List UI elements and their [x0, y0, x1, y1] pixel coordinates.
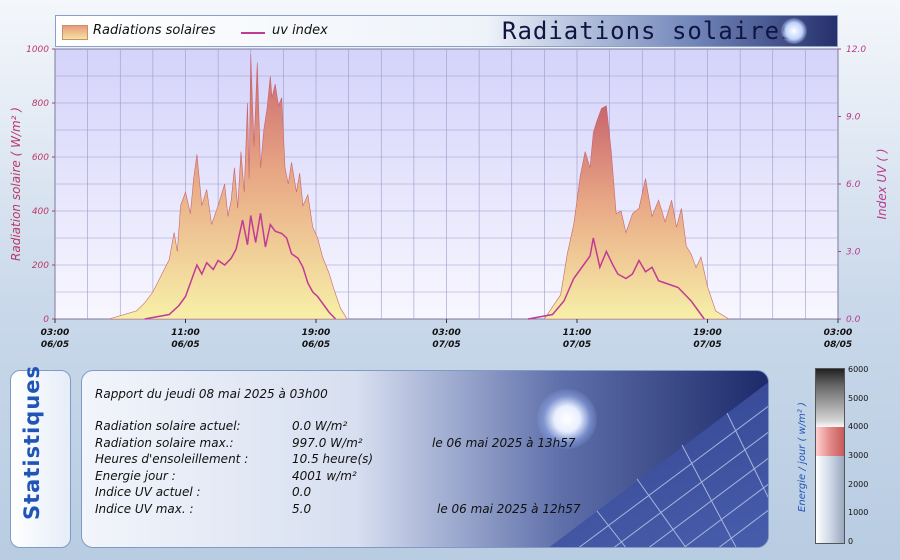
chart-title: Radiations solaires: [502, 17, 796, 45]
radiation-chart: 0 200 400 600 800 1000 0.0 3.0 6.0 9.0 12.0 03:00 06…: [9, 45, 889, 350]
stat-label: Energie jour :: [95, 468, 176, 483]
gauge-tick-label: 6000: [848, 365, 869, 374]
left-tick-label: 800: [32, 99, 49, 109]
x-tick-time: 19:00: [302, 328, 331, 338]
right-tick-label: 0.0: [846, 315, 861, 325]
stat-label: Heures d'ensoleillement :: [95, 452, 249, 466]
energy-gauge-fill: [815, 427, 845, 456]
left-tick-label: 200: [32, 261, 49, 271]
right-axis-label: Index UV ( ): [875, 148, 889, 219]
x-tick-date: 08/05: [824, 340, 852, 350]
x-tick-date: 06/05: [41, 340, 69, 350]
stat-label: Indice UV max. :: [95, 501, 194, 516]
gauge-tick-label: 2000: [848, 479, 869, 489]
stat-when: le 06 mai 2025 à 13h57: [432, 435, 576, 450]
stats-panel: Rapport du jeudi 08 mai 2025 à 03h00 Rad…: [81, 370, 769, 548]
x-tick-date: 06/05: [171, 340, 199, 350]
stat-value: 10.5 heure(s): [292, 452, 374, 466]
x-tick-date: 07/05: [432, 340, 460, 350]
x-tick-date: 06/05: [302, 340, 330, 350]
left-tick-label: 1000: [26, 45, 49, 55]
x-tick-time: 11:00: [563, 328, 592, 338]
x-tick-time: 03:00: [824, 328, 853, 338]
right-tick-label: 9.0: [846, 113, 861, 123]
gauge-tick-label: 1000: [848, 508, 869, 518]
x-tick-time: 03:00: [432, 328, 461, 338]
right-tick-label: 12.0: [846, 45, 866, 55]
stats-tab[interactable]: [10, 370, 71, 548]
stat-value: 4001 w/m²: [292, 468, 357, 483]
uv-legend-line: [241, 32, 265, 34]
right-tick-label: 6.0: [846, 180, 861, 190]
energy-gauge-lower: [815, 456, 845, 544]
x-tick-time: 19:00: [693, 328, 722, 338]
x-tick-time: 03:00: [41, 328, 70, 338]
chart-header: Radiations solaires uv index Radiations …: [55, 15, 838, 47]
left-tick-label: 600: [32, 153, 49, 163]
energy-gauge-label: Energie / jour ( w/m² ): [797, 402, 808, 512]
radiation-legend-label: Radiations solaires: [93, 23, 216, 38]
stats-tab-label: Statistiques: [20, 364, 44, 520]
uv-index-line-day-2: [527, 237, 705, 320]
left-tick-label: 400: [32, 207, 49, 217]
gauge-tick-label: 4000: [848, 422, 869, 432]
x-tick-date: 07/05: [563, 340, 591, 350]
sun-image: [781, 18, 807, 44]
stat-when: le 06 mai 2025 à 12h57: [437, 501, 581, 516]
stat-value: 997.0 W/m²: [292, 435, 363, 450]
right-tick-label: 3.0: [846, 248, 861, 258]
uv-legend-label: uv index: [272, 23, 328, 38]
gauge-tick-label: 0: [848, 537, 854, 546]
stat-label: Indice UV actuel :: [95, 485, 201, 499]
panel-sun-image: [537, 389, 597, 449]
x-tick-date: 07/05: [693, 340, 721, 350]
solar-panel-image: [549, 382, 768, 547]
gauge-tick-label: 3000: [848, 451, 869, 460]
radiation-area-day-1: [108, 54, 348, 320]
stat-label: Radiation solaire max.:: [95, 435, 234, 450]
stat-value: 0.0: [292, 485, 312, 499]
report-title: Rapport du jeudi 08 mai 2025 à 03h00: [95, 387, 328, 401]
left-axis-label: Radiation solaire ( W/m² ): [9, 107, 23, 261]
radiation-legend-swatch: [62, 25, 88, 40]
stat-label: Radiation solaire actuel:: [95, 419, 241, 433]
stat-value: 0.0 W/m²: [292, 419, 348, 433]
stat-value: 5.0: [292, 501, 312, 516]
left-tick-label: 0: [43, 315, 49, 325]
radiation-area-day-2: [543, 105, 730, 320]
uv-index-line-day-1: [144, 213, 337, 320]
x-tick-time: 11:00: [171, 328, 200, 338]
gauge-tick-label: 5000: [848, 393, 869, 403]
